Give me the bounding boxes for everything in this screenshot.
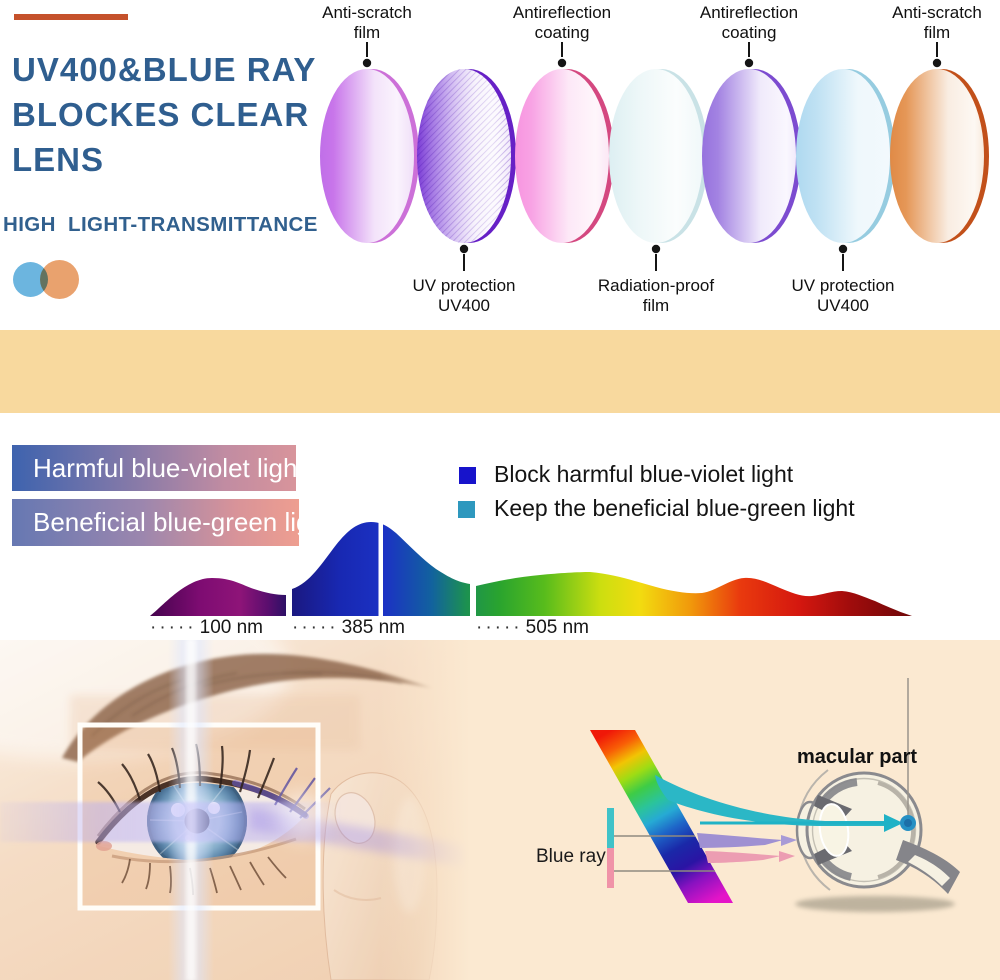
- lens-label-antireflection-2: Antireflection coating: [664, 3, 834, 42]
- tick-dots: ·····: [476, 617, 523, 638]
- tick-385nm: ····· 385 nm: [292, 617, 405, 639]
- lens-label-uv-protection-1: UV protection UV400: [379, 276, 549, 315]
- blue-ray-diagram: [590, 678, 960, 912]
- chip-beneficial-light: Beneficial blue-green light: [12, 499, 332, 546]
- lens-label-antireflection-1: Antireflection coating: [477, 3, 647, 42]
- bottom-section: Blue ray macular part: [0, 640, 1000, 980]
- eyebrow: [62, 653, 432, 762]
- lens-uv-protection-back: [796, 69, 895, 243]
- blocked-violet-ray: [697, 833, 797, 848]
- legend-swatch-block: [459, 467, 476, 484]
- label-line: Anti-scratch: [892, 3, 982, 22]
- spectrum-uv-hump: [150, 578, 286, 616]
- lens-label-uv-protection-2: UV protection UV400: [758, 276, 928, 315]
- title-line: UV400&BLUE RAY: [12, 51, 317, 88]
- label-line: Antireflection: [512, 3, 612, 22]
- ray-bar-teal: [607, 808, 614, 848]
- header-section: UV400&BLUE RAY BLOCKES CLEAR LENS HIGH L…: [0, 0, 1000, 330]
- teal-arrowhead: [884, 814, 903, 832]
- tick-dots: ·····: [150, 617, 197, 638]
- bottom-connector-dots: [459, 244, 848, 254]
- subtitle: HIGH LIGHT-TRANSMITTANCE: [3, 213, 318, 236]
- tick-505nm: ····· 505 nm: [476, 617, 589, 639]
- eye-photo: [0, 640, 470, 980]
- corner-glare: [278, 792, 326, 840]
- legend-label-keep: Keep the beneficial blue-green light: [494, 495, 855, 521]
- title-line: BLOCKES CLEAR: [12, 96, 310, 133]
- blocked-pink-ray: [705, 851, 795, 863]
- label-line: UV400: [817, 295, 869, 315]
- label-line: film: [923, 22, 951, 42]
- label-line: film: [642, 295, 670, 315]
- kept-light-ray: [655, 775, 903, 832]
- eyeball-shadow: [795, 896, 955, 912]
- lens-anti-scratch-front: [320, 69, 419, 243]
- label-line: coating: [721, 22, 777, 42]
- label-line: Anti-scratch: [322, 3, 412, 22]
- tick-label: 100 nm: [199, 617, 264, 638]
- right-peach-fade: [380, 640, 470, 980]
- tick-label: 505 nm: [525, 617, 590, 638]
- top-connector-lines: [366, 42, 938, 57]
- chip-harmful-light: Harmful blue-violet light: [12, 445, 305, 491]
- lens-label-anti-scratch-2: Anti-scratch film: [852, 3, 1000, 42]
- spectrum-visible-band: [476, 572, 912, 616]
- tear-duct: [96, 841, 112, 851]
- tick-100nm: ····· 100 nm: [150, 617, 263, 639]
- eyeball-outline: [805, 771, 923, 889]
- label-line: coating: [534, 22, 590, 42]
- title-line: LENS: [12, 141, 105, 178]
- lens-radiation-proof: [609, 69, 708, 243]
- lens-stack-diagram: [320, 42, 989, 271]
- label-line: Antireflection: [699, 3, 799, 22]
- macular-part-label: macular part: [797, 746, 918, 768]
- label-line: UV400: [438, 295, 490, 315]
- label-line: film: [353, 22, 381, 42]
- lens-uv-protection-front: [417, 69, 516, 243]
- eyeball-diagram: [795, 678, 960, 912]
- rainbow-lens-band: [590, 730, 733, 903]
- page-title: UV400&BLUE RAY BLOCKES CLEAR LENS: [12, 47, 316, 182]
- lens-antireflection-back: [702, 69, 801, 243]
- lens-antireflection-front: [515, 69, 614, 243]
- tick-label: 385 nm: [341, 617, 406, 638]
- label-line: Radiation-proof: [597, 276, 715, 295]
- lens-label-radiation-proof: Radiation-proof film: [571, 276, 741, 315]
- bottom-connector-lines: [463, 254, 844, 271]
- top-connector-dots: [362, 58, 942, 68]
- spectrum-separator-385: [378, 518, 383, 616]
- crystalline-lens: [818, 803, 850, 857]
- tick-dots: ·····: [292, 617, 339, 638]
- wavelength-spectrum: [150, 518, 912, 616]
- accent-bar: [14, 14, 128, 20]
- legend-swatch-keep: [458, 501, 475, 518]
- lens-anti-scratch-back: [890, 69, 989, 243]
- blue-ray-label: Blue ray: [536, 846, 606, 867]
- legend-label-block: Block harmful blue-violet light: [494, 461, 794, 487]
- ray-bar-pink: [607, 848, 614, 888]
- divider-band: [0, 330, 1000, 413]
- light-spectrum-section: Harmful blue-violet light Beneficial blu…: [0, 413, 1000, 640]
- label-line: UV protection: [791, 276, 895, 295]
- lens-label-anti-scratch-1: Anti-scratch film: [282, 3, 452, 42]
- venn-circle-orange: [40, 260, 79, 299]
- label-line: UV protection: [412, 276, 516, 295]
- outside-frame-wash: [0, 640, 470, 980]
